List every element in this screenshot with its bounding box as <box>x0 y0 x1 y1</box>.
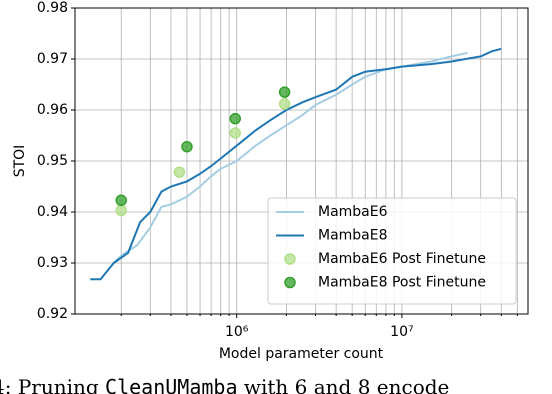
point <box>181 140 193 153</box>
y-tick-label: 0.92 <box>37 306 68 322</box>
plot <box>90 47 502 281</box>
y-tick-label: 0.97 <box>37 51 68 67</box>
y-tick-label: 0.98 <box>37 0 68 16</box>
line <box>90 47 502 281</box>
legend-marker <box>284 253 296 265</box>
point <box>229 127 241 139</box>
legend-marker <box>284 276 296 289</box>
legend: MambaE6 MambaE8 MambaE6 Post Finetune Mamba… <box>267 197 517 305</box>
y-axis-label: STOI <box>12 145 28 178</box>
legend-box <box>267 197 517 305</box>
y-tick-label: 0.94 <box>37 204 68 220</box>
y-tick-label: 0.96 <box>37 102 68 118</box>
caption: 4: Pruning CleanUMamba with 6 and 8 enco… <box>0 375 449 394</box>
caption-part: CleanUMamba <box>105 375 237 394</box>
caption-part: 4: Pruning <box>0 375 105 394</box>
x-axis-label: Model parameter count <box>219 346 384 362</box>
legend-label: MambaE8 Post Finetune <box>318 275 486 291</box>
y-tick-label: 0.95 <box>37 153 68 169</box>
x-tick-label: 10⁷ <box>390 324 413 340</box>
point <box>115 204 127 217</box>
legend-label: MambaE6 <box>318 204 388 220</box>
point <box>278 86 291 98</box>
point <box>173 166 186 178</box>
legend-label: MambaE8 <box>318 228 388 244</box>
y-tick-label: 0.93 <box>37 255 68 271</box>
x-tick-label: 10⁶ <box>225 324 249 340</box>
legend-label: MambaE6 Post Finetune <box>318 251 486 267</box>
caption-part: with 6 and 8 encode <box>238 375 450 394</box>
point <box>229 112 241 125</box>
point <box>115 194 127 207</box>
point <box>278 98 291 110</box>
